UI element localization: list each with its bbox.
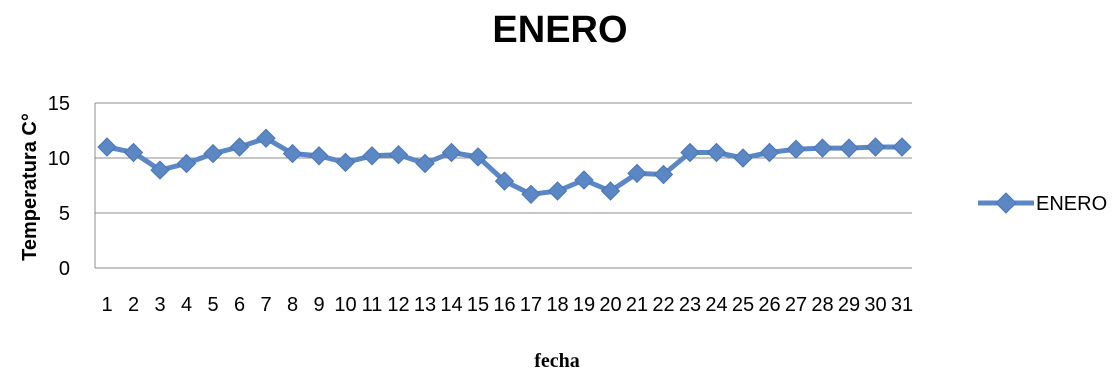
x-tick-label: 4: [181, 294, 192, 316]
y-tick-label: 15: [48, 93, 70, 115]
data-point: [309, 146, 329, 166]
gridlines: [95, 102, 912, 214]
x-tick-label: 28: [811, 294, 833, 316]
data-point: [627, 163, 647, 184]
x-tick-label: 15: [467, 294, 489, 316]
data-point: [176, 153, 197, 174]
x-tick-label: 5: [207, 294, 218, 316]
x-tick-label: 14: [440, 294, 462, 316]
x-tick-label: 17: [520, 294, 542, 316]
y-tick-label: 10: [48, 148, 70, 170]
x-tick-label: 21: [626, 294, 648, 316]
data-point: [441, 142, 462, 163]
data-point: [759, 142, 780, 163]
data-point: [256, 128, 276, 148]
x-tick-label: 24: [705, 294, 727, 316]
data-point: [229, 137, 250, 157]
data-point: [706, 142, 727, 163]
x-tick-label: 23: [679, 294, 701, 316]
data-point: [812, 138, 833, 158]
legend: ENERO: [978, 192, 1107, 215]
x-tick-label: 6: [234, 294, 245, 316]
data-point: [733, 148, 753, 168]
x-tick-label: 7: [260, 294, 271, 316]
x-tick-label: 31: [891, 294, 913, 316]
data-point: [388, 144, 409, 165]
x-tick-label: 12: [387, 294, 409, 316]
x-axis-label: fecha: [534, 350, 580, 372]
x-tick-label: 3: [154, 294, 165, 316]
data-point: [203, 143, 223, 164]
data-point: [680, 142, 700, 163]
x-tick-label: 13: [414, 294, 436, 316]
x-tick-label: 2: [128, 294, 139, 316]
x-tick-label: 20: [599, 294, 621, 316]
x-tick-label: 30: [864, 294, 886, 316]
data-point: [521, 184, 541, 205]
data-point: [415, 153, 435, 174]
data-point: [865, 137, 886, 157]
x-tick-label: 9: [313, 294, 324, 316]
data-point: [892, 137, 912, 157]
data-point: [653, 164, 674, 185]
legend-label: ENERO: [1036, 193, 1107, 215]
x-tick-label: 22: [652, 294, 674, 316]
x-tick-label: 27: [785, 294, 807, 316]
data-point: [786, 139, 806, 159]
data-point: [97, 137, 117, 157]
x-tick-label: 8: [287, 294, 298, 316]
data-point: [547, 181, 568, 201]
chart-title: ENERO: [492, 9, 627, 51]
data-point: [282, 143, 303, 164]
y-tick-label: 0: [59, 258, 70, 280]
x-tick-label: 26: [758, 294, 780, 316]
x-tick-label: 18: [546, 294, 568, 316]
series-enero: [97, 128, 912, 205]
data-point: [123, 142, 144, 163]
x-tick-label: 1: [101, 294, 112, 316]
data-point: [574, 170, 594, 190]
x-tick-label: 29: [838, 294, 860, 316]
data-point: [494, 171, 515, 191]
data-point: [335, 152, 356, 173]
x-tick-label: 11: [362, 294, 383, 316]
y-axis-ticks: 0 5 10 15: [48, 93, 70, 280]
axes: [94, 103, 912, 269]
data-point: [468, 147, 488, 167]
data-point: [839, 138, 859, 158]
legend-marker-diamond-icon: [995, 192, 1017, 214]
x-tick-label: 10: [334, 294, 356, 316]
y-axis-label: Temperatura C°: [19, 113, 41, 261]
x-tick-label: 25: [732, 294, 754, 316]
data-point: [600, 181, 621, 201]
data-point: [150, 160, 170, 180]
x-axis-ticks: 1 2 3 4 5 6 7 8 9 10 11 12 13 14 15 16 17 18 19 20 21 22 23 24 2…: [101, 294, 913, 316]
data-point: [362, 146, 382, 166]
x-tick-label: 16: [493, 294, 515, 316]
y-tick-label: 5: [59, 203, 70, 225]
x-tick-label: 19: [573, 294, 595, 316]
